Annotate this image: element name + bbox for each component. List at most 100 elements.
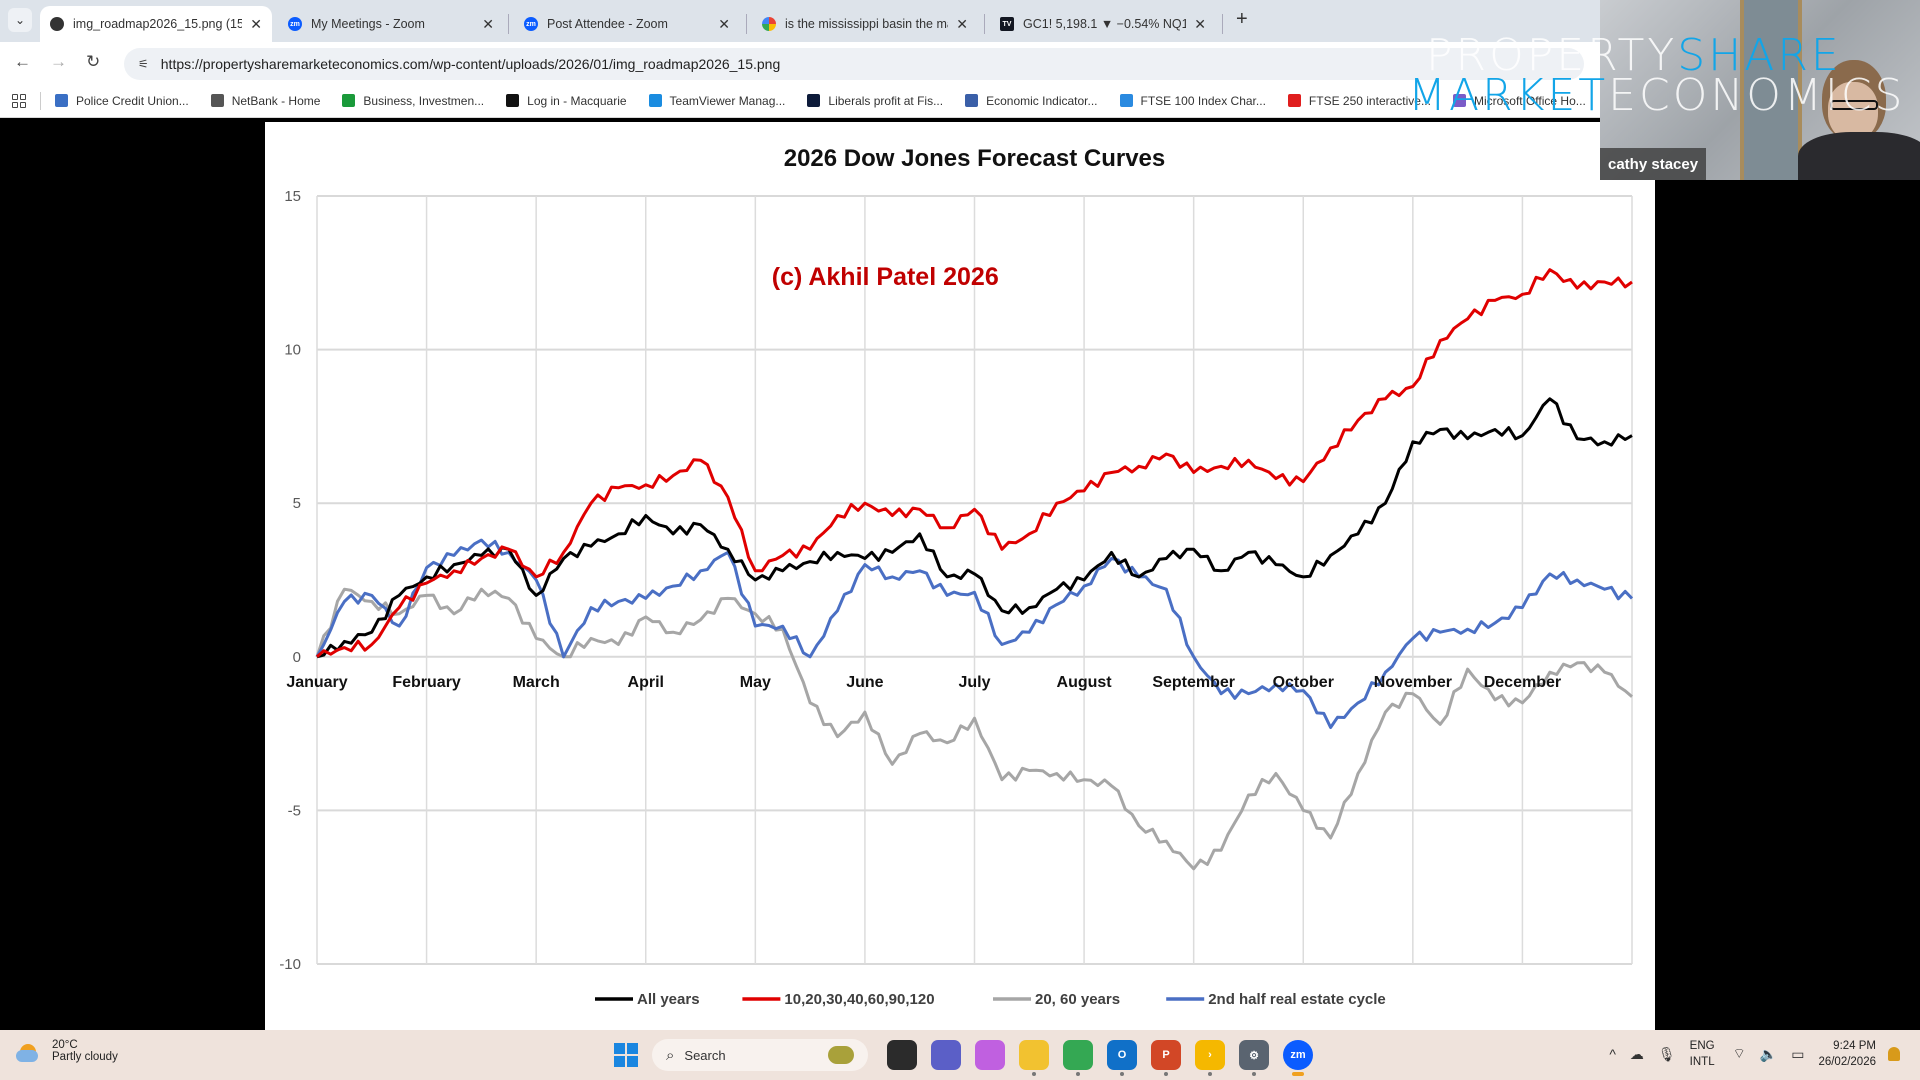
wifi-icon[interactable]: ⌔ bbox=[1732, 1045, 1746, 1061]
bookmark-item[interactable]: Liberals profit at Fis... bbox=[807, 94, 943, 108]
partly-cloudy-icon bbox=[16, 1038, 42, 1064]
apps-grid-icon[interactable] bbox=[12, 93, 26, 108]
tab-divider bbox=[984, 14, 985, 34]
bookmark-favicon-icon bbox=[1287, 94, 1301, 107]
system-tray: ^ ☁ 🎙 ENG INTL ⌔ 🔈 ▭ 9:24 PM 26/02/2026 bbox=[1609, 1038, 1900, 1070]
tab-divider bbox=[508, 14, 509, 34]
task-view-icon[interactable] bbox=[887, 1040, 917, 1070]
chrome-icon[interactable] bbox=[1063, 1040, 1093, 1076]
bookmark-favicon-icon bbox=[506, 94, 520, 107]
clock[interactable]: 9:24 PM 26/02/2026 bbox=[1818, 1038, 1876, 1070]
bookmark-item[interactable]: Log in - Macquarie bbox=[506, 93, 627, 108]
reload-button[interactable]: ↻ bbox=[86, 52, 101, 71]
bookmark-item[interactable]: Microsoft Office Ho... bbox=[1452, 93, 1586, 108]
series-line-all-years bbox=[316, 397, 1633, 659]
app-yellow-icon[interactable]: › bbox=[1195, 1040, 1225, 1076]
bookmark-item[interactable]: TeamViewer Manag... bbox=[648, 93, 786, 108]
bookmark-label: Microsoft Office Ho... bbox=[1473, 93, 1586, 108]
bookmark-favicon-icon bbox=[55, 94, 68, 107]
settings-icon[interactable]: ⚙ bbox=[1239, 1040, 1269, 1076]
powerpoint-icon[interactable]: P bbox=[1151, 1040, 1181, 1076]
tab-google-search[interactable]: is the mississippi basin the mai ✕ bbox=[752, 6, 978, 42]
video-background bbox=[1740, 0, 1802, 180]
zoom-icon[interactable]: zm bbox=[1283, 1040, 1313, 1076]
search-icon: ⌕ bbox=[666, 1046, 675, 1064]
tab-title: GC1! 5,198.1 ▼ −0.54% NQ1 w bbox=[1023, 17, 1187, 31]
close-tab-icon[interactable]: ✕ bbox=[718, 15, 730, 32]
close-tab-icon[interactable]: ✕ bbox=[1194, 15, 1206, 32]
bookmark-label: Police Credit Union... bbox=[76, 93, 189, 108]
line-chart: 2026 Dow Jones Forecast Curves 15 10 5 0 -5 -1… bbox=[279, 145, 1634, 1008]
google-icon bbox=[762, 17, 776, 31]
legend-item: 10,20,30,40,60,90,120 bbox=[742, 991, 935, 1008]
legend-item: 2nd half real estate cycle bbox=[1166, 991, 1386, 1008]
windows-start-icon[interactable] bbox=[614, 1043, 638, 1067]
bookmark-item[interactable]: Business, Investmen... bbox=[342, 94, 484, 108]
taskbar-search[interactable]: ⌕ Search bbox=[652, 1039, 868, 1071]
tab-divider bbox=[1222, 14, 1223, 34]
weather-widget[interactable]: 20°C Partly cloudy bbox=[16, 1038, 118, 1064]
bookmark-label: TeamViewer Manag... bbox=[669, 93, 786, 108]
back-button[interactable]: ← bbox=[14, 52, 31, 71]
bookmark-label: FTSE 100 Index Char... bbox=[1140, 93, 1266, 108]
close-tab-icon[interactable]: ✕ bbox=[482, 15, 494, 32]
y-tick-label: 15 bbox=[284, 188, 301, 205]
bookmark-item[interactable]: FTSE 100 Index Char... bbox=[1119, 93, 1266, 108]
close-tab-icon[interactable]: ✕ bbox=[250, 15, 262, 32]
volume-icon[interactable]: 🔈 bbox=[1759, 1045, 1778, 1062]
bookmark-item[interactable]: FTSE 250 interactive... bbox=[1287, 94, 1431, 108]
close-tab-icon[interactable]: ✕ bbox=[956, 15, 968, 32]
bookmark-list: Police Credit Union... NetBank - Home Busi… bbox=[55, 94, 1675, 108]
x-tick-label: September bbox=[1152, 674, 1235, 691]
tab-post-attendee[interactable]: zm Post Attendee - Zoom ✕ bbox=[514, 6, 740, 42]
weather-temp: 20°C bbox=[52, 1039, 78, 1051]
bookmark-favicon-icon bbox=[1119, 94, 1133, 107]
tab-title: is the mississippi basin the mai bbox=[785, 17, 949, 31]
notification-bell-icon[interactable] bbox=[1888, 1047, 1900, 1061]
address-bar[interactable]: ⚟ https://propertysharemarketeconomics.c… bbox=[124, 48, 1584, 80]
new-tab-button[interactable]: + bbox=[1236, 8, 1248, 30]
file-explorer-icon[interactable] bbox=[1019, 1040, 1049, 1076]
tab-title: My Meetings - Zoom bbox=[311, 17, 425, 31]
bookmark-item[interactable]: Police Credit Union... bbox=[55, 94, 189, 108]
bookmark-label: Log in - Macquarie bbox=[527, 93, 627, 108]
tradingview-icon: TV bbox=[1000, 17, 1014, 31]
bookmark-favicon-icon bbox=[210, 94, 224, 107]
zoom-video-tile[interactable]: cathy stacey bbox=[1600, 0, 1920, 180]
x-tick-label: November bbox=[1374, 674, 1452, 691]
lang-code: ENG bbox=[1689, 1040, 1715, 1052]
legend-item: 20, 60 years bbox=[993, 991, 1120, 1008]
site-settings-icon[interactable]: ⚟ bbox=[138, 57, 149, 71]
x-tick-label: April bbox=[628, 674, 664, 691]
teams-icon[interactable] bbox=[931, 1040, 961, 1070]
bookmark-item[interactable]: NetBank - Home bbox=[210, 94, 320, 108]
tab-my-meetings[interactable]: zm My Meetings - Zoom ✕ bbox=[278, 6, 504, 42]
x-tick-label: August bbox=[1057, 674, 1113, 691]
globe-icon bbox=[50, 17, 64, 31]
onedrive-cloud-icon[interactable]: ☁ bbox=[1629, 1045, 1644, 1062]
bookmark-item[interactable]: Economic Indicator... bbox=[965, 93, 1098, 108]
y-tick-label: -5 bbox=[288, 802, 301, 819]
forward-button[interactable]: → bbox=[50, 52, 67, 71]
bookmark-favicon-icon bbox=[648, 94, 662, 107]
participant-body bbox=[1798, 132, 1920, 180]
tab-title: img_roadmap2026_15.png (152 bbox=[73, 17, 243, 31]
microphone-icon[interactable]: 🎙 bbox=[1657, 1045, 1676, 1062]
copilot-icon[interactable] bbox=[975, 1040, 1005, 1070]
show-hidden-icons-chevron[interactable]: ^ bbox=[1609, 1046, 1616, 1062]
tab-image[interactable]: img_roadmap2026_15.png (152 ✕ bbox=[40, 6, 272, 42]
bookmark-divider bbox=[40, 91, 41, 110]
x-tick-label: January bbox=[286, 674, 347, 691]
outlook-icon[interactable]: O bbox=[1107, 1040, 1137, 1076]
bookmark-label: Economic Indicator... bbox=[986, 93, 1098, 108]
series-line-2nd-half-real-estate-cycle bbox=[315, 538, 1634, 729]
chevron-down-icon: ⌄ bbox=[14, 13, 26, 27]
chart-title: 2026 Dow Jones Forecast Curves bbox=[784, 145, 1166, 172]
pinned-apps: O P › ⚙ zm bbox=[880, 1040, 1320, 1076]
tab-tradingview[interactable]: TV GC1! 5,198.1 ▼ −0.54% NQ1 w ✕ bbox=[990, 6, 1216, 42]
language-indicator[interactable]: ENG INTL bbox=[1690, 1038, 1715, 1070]
battery-icon[interactable]: ▭ bbox=[1791, 1045, 1805, 1062]
tab-search-button[interactable]: ⌄ bbox=[8, 8, 32, 32]
page-viewport: 2026 Dow Jones Forecast Curves 15 10 5 0 -5 -1… bbox=[0, 118, 1920, 1030]
x-tick-label: March bbox=[513, 674, 560, 691]
